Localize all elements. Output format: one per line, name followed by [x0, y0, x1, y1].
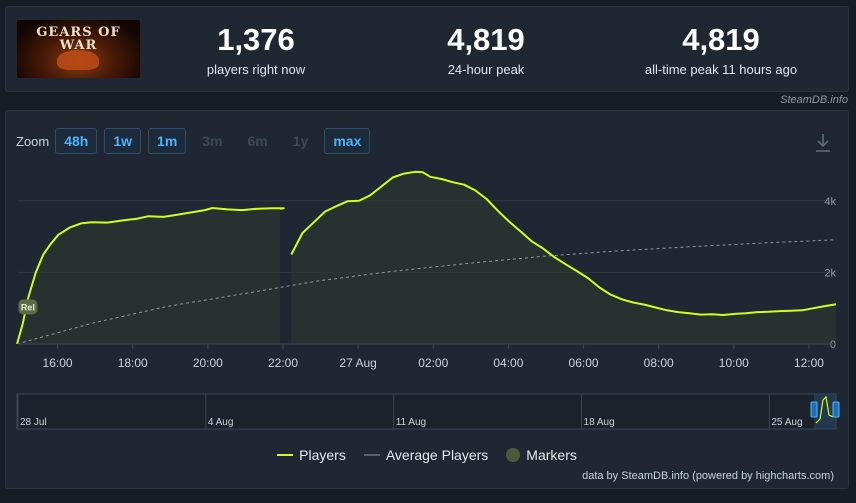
x-tick-label: 10:00 — [719, 356, 749, 370]
chart-legend: Players Average Players Markers — [6, 447, 848, 463]
x-tick-label: 08:00 — [644, 356, 674, 370]
y-tick-label: 0 — [830, 339, 836, 351]
legend-markers-label: Markers — [526, 447, 577, 463]
players-series-line — [290, 170, 837, 316]
legend-average-swatch — [363, 454, 380, 456]
legend-average-label: Average Players — [385, 447, 489, 463]
release-marker-badge — [18, 299, 38, 315]
alltime-peak-value: 4,819 — [682, 22, 760, 57]
release-marker-label: Rel — [21, 302, 35, 312]
zoom-controls: Zoom 48h 1w 1m 3m 6m 1y max — [16, 128, 377, 154]
navigator-track — [16, 393, 837, 430]
current-players-label: players right now — [206, 62, 306, 77]
players-series-line — [16, 207, 285, 345]
legend-players-label: Players — [299, 447, 346, 463]
zoom-label: Zoom — [16, 133, 50, 149]
highcharts-credit[interactable]: data by SteamDB.info (powered by highcha… — [582, 470, 834, 482]
navigator-label: 11 Aug — [396, 417, 426, 428]
x-tick-label: 16:00 — [43, 356, 73, 370]
x-tick-label: 22:00 — [268, 356, 298, 370]
zoom-3m-button: 3m — [202, 133, 223, 149]
alltime-peak-stat: 4,819 all-time peak 11 hours ago — [616, 23, 826, 78]
logo-title: GEARS OF WAR — [36, 25, 121, 53]
legend-markers[interactable]: Markers — [506, 447, 577, 463]
players-area — [17, 208, 284, 344]
daily-peak-label: 24-hour peak — [447, 62, 525, 77]
navigator-mini-line — [815, 395, 834, 424]
current-players-value: 1,376 — [217, 22, 295, 57]
zoom-1m-button[interactable]: 1m — [148, 128, 187, 154]
y-tick-label: 2k — [824, 267, 836, 279]
y-tick-label: 4k — [824, 196, 836, 208]
x-tick-label: 06:00 — [569, 356, 599, 370]
average-series-line — [16, 239, 837, 345]
zoom-6m-button: 6m — [247, 133, 268, 149]
x-tick-label: 18:00 — [118, 356, 148, 370]
x-tick-label: 12:00 — [794, 356, 824, 370]
players-area — [291, 171, 836, 344]
daily-peak-value: 4,819 — [447, 22, 525, 57]
x-tick-label: 02:00 — [418, 356, 448, 370]
navigator-label: 25 Aug — [771, 417, 802, 428]
navigator-label: 18 Aug — [584, 417, 615, 428]
game-logo[interactable]: GEARS OF WAR — [17, 20, 140, 78]
legend-players-swatch — [277, 454, 294, 456]
x-tick-label: 27 Aug — [339, 356, 376, 370]
zoom-1w-button[interactable]: 1w — [104, 128, 142, 154]
daily-peak-stat: 4,819 24-hour peak — [411, 23, 561, 78]
current-players-stat: 1,376 players right now — [181, 23, 331, 78]
legend-players[interactable]: Players — [277, 447, 346, 463]
logo-emblem — [57, 50, 99, 70]
navigator-handle[interactable] — [832, 401, 840, 418]
navigator-handle[interactable] — [810, 401, 818, 418]
stats-bar: GEARS OF WAR 1,376 players right now 4,8… — [5, 6, 849, 92]
x-tick-label: 20:00 — [193, 356, 223, 370]
player-count-chart[interactable]: Rel 0 2k 4k 16:00 18:00 20:00 22:00 27 Aug 02:0… — [6, 111, 848, 488]
alltime-peak-label: all-time peak 11 hours ago — [644, 62, 798, 77]
navigator-label: 4 Aug — [208, 417, 234, 428]
release-marker[interactable]: Rel — [18, 299, 38, 315]
legend-markers-swatch — [506, 448, 521, 462]
steamdb-credit[interactable]: SteamDB.info — [780, 94, 848, 106]
x-tick-label: 04:00 — [493, 356, 523, 370]
chart-panel: Zoom 48h 1w 1m 3m 6m 1y max Rel 0 2k 4k 16… — [5, 110, 849, 489]
zoom-48h-button[interactable]: 48h — [55, 128, 98, 154]
zoom-1y-button: 1y — [292, 133, 309, 149]
download-icon[interactable] — [814, 133, 832, 153]
legend-average[interactable]: Average Players — [363, 447, 489, 463]
zoom-max-button[interactable]: max — [324, 128, 371, 154]
navigator-label: 28 Jul — [20, 417, 47, 428]
